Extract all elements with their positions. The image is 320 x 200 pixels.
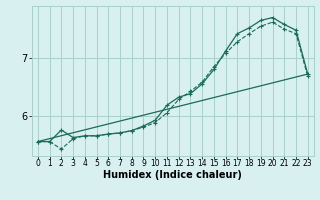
X-axis label: Humidex (Indice chaleur): Humidex (Indice chaleur) xyxy=(103,170,242,180)
